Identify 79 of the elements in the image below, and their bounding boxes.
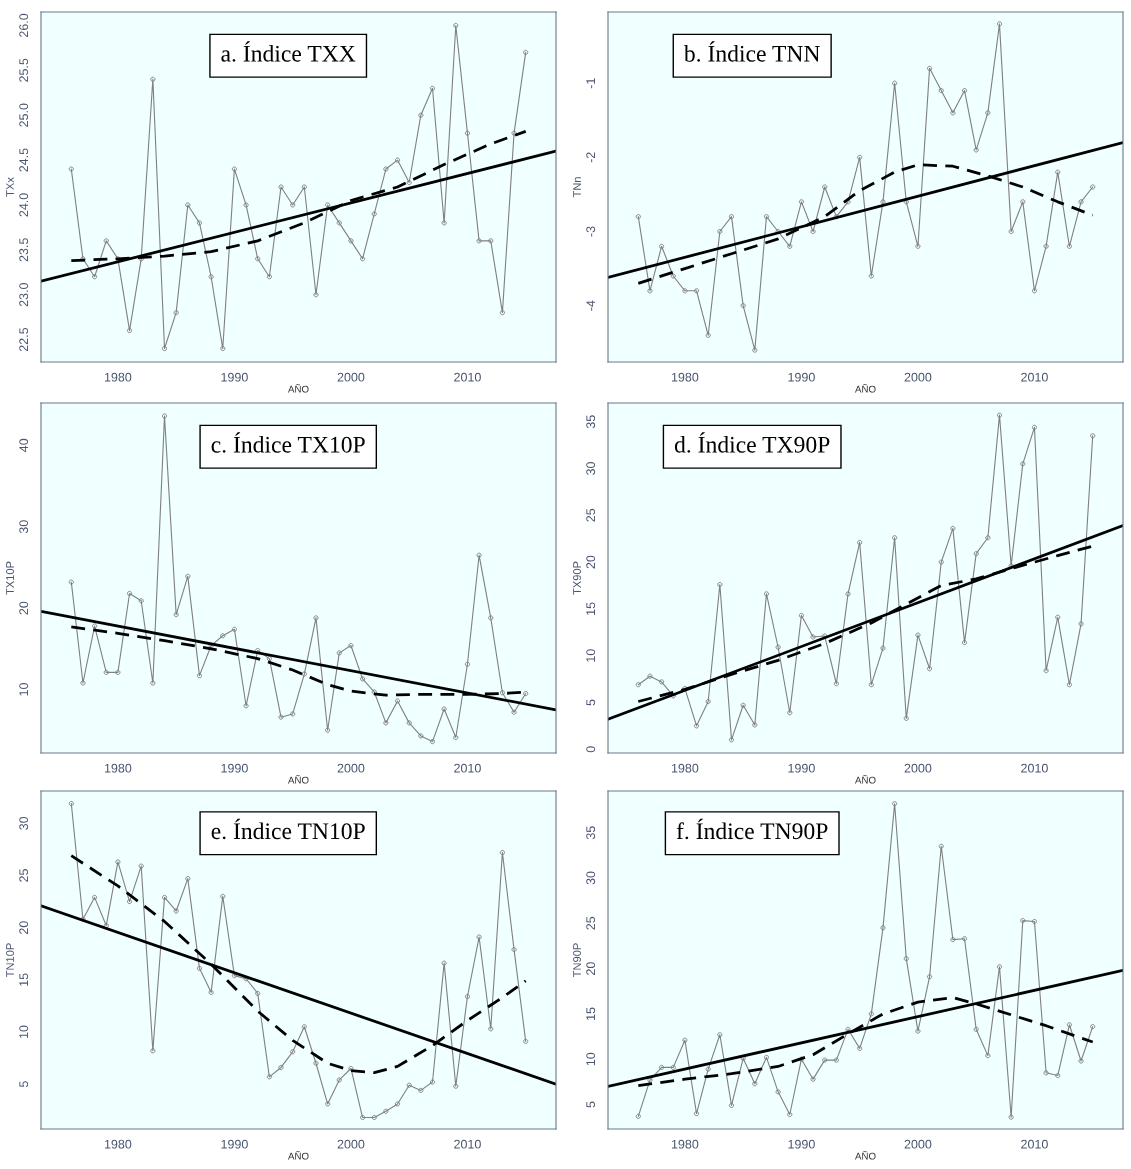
y-tick-label: 30 — [586, 871, 596, 885]
y-tick-label: 5 — [586, 699, 596, 706]
y-axis-title: TN90P — [573, 943, 581, 978]
y-axis-title: TN10P — [6, 943, 14, 978]
y-tick-label: 23.0 — [19, 283, 29, 307]
text: d. Índice TX90P — [674, 432, 830, 453]
y-tick-label: 25.0 — [19, 103, 29, 127]
y-axis-title: TNn — [573, 177, 581, 198]
x-axis-title: AÑO — [287, 774, 309, 784]
y-tick-label: 10 — [19, 683, 29, 696]
x-tick-label: 2010 — [1021, 1139, 1048, 1149]
y-tick-label: 25 — [586, 916, 596, 930]
text: f. Índice TN90P — [676, 818, 828, 840]
y-tick-label: 40 — [19, 438, 29, 452]
x-tick-label: 1990 — [221, 1139, 248, 1149]
y-tick-label: 10 — [586, 1052, 596, 1066]
y-tick-label: 24.5 — [19, 148, 29, 172]
y-tick-label: -2 — [586, 152, 595, 163]
x-tick-label: 1980 — [671, 763, 699, 773]
y-tick-label: -4 — [586, 300, 595, 311]
x-axis-title: AÑO — [854, 1150, 876, 1160]
text: e. Índice TN10P — [211, 818, 365, 840]
y-tick-label: 15 — [586, 602, 596, 615]
y-tick-label: 24.0 — [19, 193, 29, 217]
y-axis-title: TX90P — [573, 561, 581, 595]
x-tick-label: 1990 — [221, 763, 248, 773]
x-tick-label: 1980 — [671, 1139, 699, 1149]
text: b. Índice TNN — [683, 41, 820, 62]
x-tick-label: 1980 — [104, 372, 132, 382]
x-axis-title: AÑO — [287, 1150, 309, 1160]
y-tick-label: 5 — [586, 1101, 596, 1108]
y-tick-label: 5 — [19, 1081, 29, 1088]
x-tick-label: 1990 — [788, 763, 815, 773]
y-tick-label: 20 — [586, 962, 596, 975]
y-tick-label: 0 — [586, 746, 596, 753]
y-tick-label: 30 — [586, 462, 596, 475]
x-tick-label: 2010 — [1021, 372, 1048, 382]
x-axis-title: AÑO — [854, 774, 876, 784]
y-tick-label: 23.5 — [19, 238, 29, 262]
y-tick-label: 10 — [586, 649, 596, 662]
y-tick-label: 26.0 — [19, 13, 29, 37]
x-tick-label: 1990 — [788, 1139, 815, 1149]
x-tick-label: 2000 — [337, 763, 365, 773]
y-tick-label: 35 — [586, 415, 596, 429]
y-tick-label: 20 — [19, 601, 29, 615]
y-tick-label: -3 — [586, 226, 596, 237]
x-tick-label: 1980 — [104, 1139, 132, 1149]
y-tick-label: 35 — [586, 826, 596, 840]
y-tick-label: 10 — [19, 1025, 29, 1038]
x-tick-label: 2000 — [904, 763, 932, 773]
x-tick-label: 2010 — [454, 763, 481, 773]
x-tick-label: 2010 — [1021, 763, 1048, 773]
x-tick-label: 2000 — [904, 1139, 932, 1149]
y-tick-label: 15 — [19, 973, 29, 986]
y-tick-label: 30 — [19, 816, 29, 830]
text: a. Índice TXX — [221, 41, 356, 62]
y-axis-title: TXx — [6, 177, 14, 197]
x-tick-label: 1980 — [671, 372, 699, 382]
y-tick-label: 20 — [586, 555, 596, 569]
x-tick-label: 1980 — [104, 763, 132, 773]
y-tick-label: 22.5 — [19, 327, 29, 352]
y-tick-label: -1 — [586, 78, 595, 89]
x-tick-label: 1990 — [788, 372, 815, 382]
x-tick-label: 2000 — [337, 1139, 365, 1149]
y-tick-label: 25.5 — [19, 58, 29, 82]
y-axis-title: TX10P — [6, 561, 14, 595]
y-tick-label: 25 — [19, 869, 29, 882]
x-tick-label: 2010 — [454, 372, 481, 382]
y-tick-label: 15 — [586, 1007, 596, 1020]
text: c. Índice TX10P — [211, 432, 365, 453]
y-tick-label: 25 — [586, 508, 596, 522]
x-axis-title: AÑO — [854, 383, 876, 393]
x-tick-label: 2000 — [337, 372, 365, 382]
x-tick-label: 1990 — [221, 372, 248, 382]
y-tick-label: 30 — [19, 520, 29, 534]
x-axis-title: AÑO — [287, 383, 309, 393]
x-tick-label: 2010 — [454, 1139, 481, 1149]
x-tick-label: 2000 — [904, 372, 932, 382]
y-tick-label: 20 — [19, 921, 29, 934]
